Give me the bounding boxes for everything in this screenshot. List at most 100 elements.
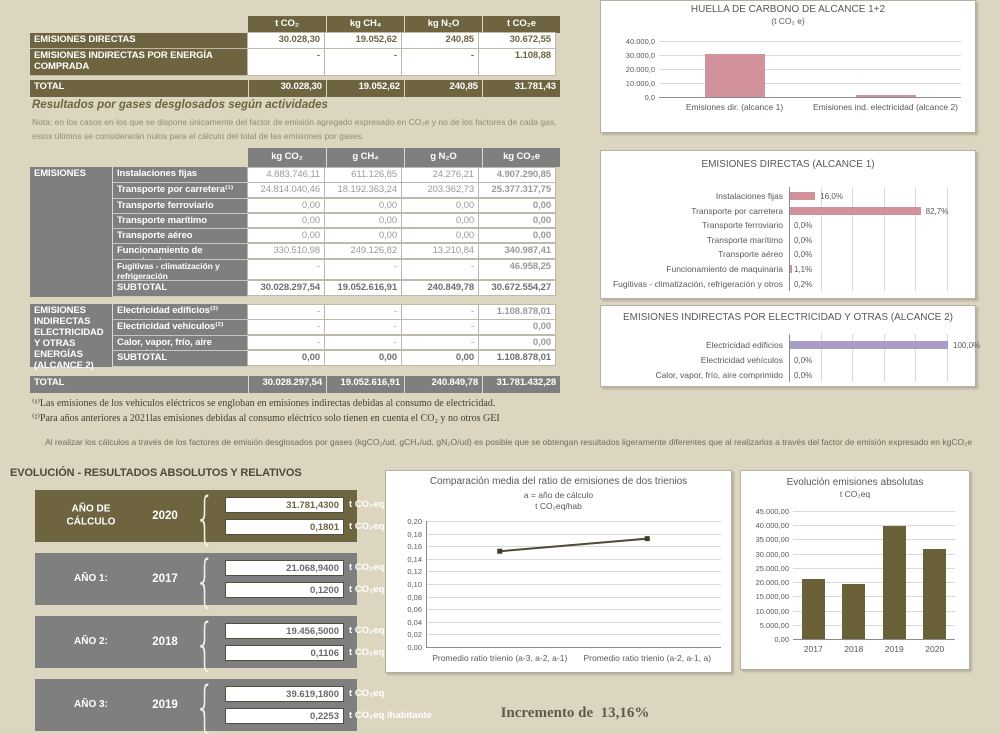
per-capita-input[interactable]: 0,2253 (225, 708, 344, 724)
value-cell[interactable]: 611.126,85 (324, 166, 402, 183)
value-cell[interactable]: - (324, 258, 402, 280)
total-value-cell: 240,85 (404, 79, 482, 97)
category-label: Electricidad edificios (705, 340, 783, 350)
value-cell[interactable]: 0,00 (478, 334, 556, 350)
y-tick-label: 15.000,00 (755, 592, 789, 602)
value-cell[interactable]: - (324, 318, 402, 335)
column-header: t CO₂e (482, 16, 560, 33)
value-cell[interactable]: 1.108.878,01 (478, 349, 556, 366)
value-cell[interactable]: 24.814.040,46 (247, 181, 325, 198)
y-tick-label: 40.000,0 (625, 37, 655, 46)
category-label: Funcionamiento de maquinaria (666, 264, 783, 274)
y-tick-label: 0,04 (407, 617, 422, 627)
value-cell[interactable]: 0,00 (324, 227, 402, 243)
value-cell[interactable]: 0,00 (401, 349, 479, 366)
y-tick-label: 0,18 (407, 529, 422, 539)
total-emissions-input[interactable]: 39.619,1800 (225, 686, 344, 702)
value-cell[interactable]: - (324, 47, 402, 76)
value-cell[interactable]: 0,00 (478, 227, 556, 243)
value-cell[interactable]: 0,00 (247, 212, 325, 228)
value-cell[interactable]: 30.672,55 (478, 31, 556, 49)
value-cell[interactable]: 0,00 (247, 197, 325, 213)
value-cell[interactable]: - (247, 334, 325, 350)
value-cell[interactable]: 19.052,62 (324, 31, 402, 49)
y-axis-line (426, 521, 427, 647)
value-cell[interactable]: - (247, 318, 325, 335)
value-cell[interactable]: - (401, 318, 479, 335)
value-cell[interactable]: 0,00 (324, 212, 402, 228)
value-cell[interactable]: 249.126,82 (324, 242, 402, 259)
value-cell[interactable]: 1.108,88 (478, 47, 556, 76)
value-cell[interactable]: 0,00 (401, 197, 479, 213)
table-row: Calor, vapor, frío, aire comprimido---0,… (112, 334, 560, 351)
value-cell[interactable]: 0,00 (247, 349, 325, 366)
gridline (426, 546, 721, 548)
value-cell[interactable]: 240.849,78 (401, 279, 479, 296)
value-cell[interactable]: 24.276,21 (401, 166, 479, 183)
value-cell[interactable]: 1.108.878,01 (478, 303, 556, 320)
value-cell[interactable]: - (401, 303, 479, 320)
value-cell[interactable]: 330.510,98 (247, 242, 325, 259)
value-cell[interactable]: - (247, 303, 325, 320)
value-cell[interactable]: - (247, 258, 325, 280)
value-cell[interactable]: 13.210,84 (401, 242, 479, 259)
header-row: kg CO₂ g CH₄ g N₂O kg CO₂e (30, 148, 560, 167)
value-cell[interactable]: - (324, 303, 402, 320)
y-tick-label: 30.000,00 (755, 549, 789, 559)
total-emissions-input[interactable]: 21.068,9400 (225, 560, 344, 576)
per-capita-input[interactable]: 0,1801 (225, 519, 344, 535)
value-label: 0,0% (794, 250, 813, 260)
value-cell[interactable]: 0,00 (324, 349, 402, 366)
per-capita-input[interactable]: 0,1200 (225, 582, 344, 598)
value-cell[interactable]: 0,00 (478, 197, 556, 213)
value-cell[interactable]: 18.192.363,24 (324, 181, 402, 198)
increment-result-text: Incremento de 13,16% (500, 705, 650, 721)
value-cell[interactable]: 340.987,41 (478, 242, 556, 259)
value-cell[interactable]: 30.672.554,27 (478, 279, 556, 296)
value-cell[interactable]: - (401, 258, 479, 280)
value-cell[interactable]: 30.028,30 (247, 31, 325, 49)
value-cell[interactable]: 4.883.746,11 (247, 166, 325, 183)
bar-Funcionamiento de maquinaria (790, 265, 792, 273)
chart-subtitle: (t CO₂ e) (771, 16, 805, 26)
gridline (793, 624, 955, 626)
value-cell[interactable]: 240,85 (401, 31, 479, 49)
y-tick-label: 40.000,00 (755, 521, 789, 531)
value-cell[interactable]: 4.907.290,85 (478, 166, 556, 183)
total-emissions-input[interactable]: 19.456,5000 (225, 623, 344, 639)
value-cell[interactable]: - (401, 47, 479, 76)
value-cell[interactable]: 0,00 (324, 197, 402, 213)
value-cell[interactable]: 30.028.297,54 (247, 279, 325, 296)
value-cell[interactable]: 0,00 (247, 227, 325, 243)
table-row: Instalaciones fijas 4.883.746,11 611.126,8… (112, 166, 560, 183)
value-cell[interactable]: - (247, 47, 325, 76)
value-cell[interactable]: 0,00 (401, 212, 479, 228)
value-cell[interactable]: 46.958,25 (478, 258, 556, 280)
row-label: EMISIONES DIRECTAS (30, 32, 248, 49)
value-cell[interactable]: 0,00 (478, 318, 556, 335)
bar-Emisiones ind. electricidad (alcance 2) (855, 95, 916, 97)
value-cell[interactable]: 0,00 (478, 212, 556, 228)
gridline (793, 596, 955, 598)
year-box-label: AÑO 3: (74, 698, 108, 710)
activity-label: Transporte ferroviario (112, 198, 248, 214)
bar-2017 (801, 579, 825, 639)
value-cell[interactable]: - (324, 334, 402, 350)
total-row: TOTAL 30.028,30 19.052,62 240,85 31.781,43 (30, 79, 560, 97)
bar-Instalaciones fijas (790, 192, 816, 200)
table-row: Transporte marítimo 0,00 0,00 0,00 0,00 (112, 212, 560, 229)
table-row: SUBTOTAL 0,00 0,00 0,00 1.108.878,01 (112, 349, 560, 367)
gridline (883, 187, 885, 291)
x-axis-line (659, 97, 961, 98)
bar-Emisiones dir. (alcance 1) (704, 54, 765, 97)
value-cell[interactable]: 25.377.317,75 (478, 181, 556, 198)
value-cell[interactable]: 0,00 (401, 227, 479, 243)
value-cell[interactable]: 19.052.616,91 (324, 279, 402, 296)
value-cell[interactable]: 203.362,73 (401, 181, 479, 198)
per-capita-input[interactable]: 0,1106 (225, 645, 344, 661)
year-box-2018: AÑO 2: 2018{19.456,5000 t CO₂eq 0,1106 t CO₂… (35, 612, 432, 677)
value-cell[interactable]: - (401, 334, 479, 350)
total-emissions-input[interactable]: 31.781,4300 (225, 497, 344, 513)
activity-label: Funcionamiento de maquinaria (112, 243, 248, 260)
